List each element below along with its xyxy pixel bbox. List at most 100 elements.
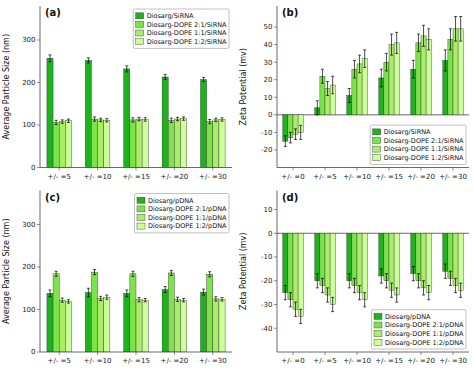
legend-swatch <box>136 30 144 36</box>
x-tick-label: +/- =20 <box>407 357 435 365</box>
y-tick-label: 40 <box>264 41 273 49</box>
y-axis-label: Average Particle Size (nm) <box>2 34 11 140</box>
error-bar <box>294 129 297 140</box>
error-bar <box>385 274 388 288</box>
x-tick <box>421 168 422 171</box>
error-bar <box>412 267 415 281</box>
error-bar <box>326 81 329 95</box>
x-tick <box>174 352 175 355</box>
error-bar <box>214 297 217 301</box>
x-tick <box>212 352 213 355</box>
error-bar <box>138 117 141 120</box>
error-bar <box>67 119 70 122</box>
bar <box>59 300 65 352</box>
legend-label: Diosarg-DOPE 1:1/pDNA <box>385 330 464 338</box>
error-bar <box>125 290 128 297</box>
error-bar <box>395 32 398 53</box>
error-bar <box>427 286 430 300</box>
panel: -40-30-20-10010+/- =0+/- =5+/- =10+/- =1… <box>239 191 469 366</box>
error-bar <box>138 298 141 302</box>
bar <box>162 77 168 168</box>
error-bar <box>214 118 217 121</box>
panel-title: (d) <box>282 192 298 203</box>
bar <box>124 293 130 352</box>
y-tick-label: 100 <box>22 306 35 314</box>
error-bar <box>48 290 51 297</box>
bar <box>426 39 431 114</box>
bar <box>421 36 426 115</box>
legend-label: Diosarg-DOPE 2:1/SiRNA <box>147 21 227 29</box>
x-tick-label: +/- =30 <box>199 357 227 365</box>
error-bar <box>422 25 425 46</box>
x-tick <box>389 352 390 355</box>
error-bar <box>294 302 297 316</box>
bar <box>315 233 320 281</box>
x-tick <box>136 168 137 171</box>
x-tick-label: +/- =15 <box>122 173 150 181</box>
error-bar <box>331 76 334 94</box>
error-bar <box>87 288 90 297</box>
legend: Diosarg/pDNADiosarg-DOPE 2:1/pDNADiosarg… <box>372 310 467 349</box>
error-bar <box>99 118 102 121</box>
y-axis-label: Zeta Potential (mv) <box>239 48 248 125</box>
error-bar <box>459 17 462 42</box>
y-tick <box>37 352 40 353</box>
bar <box>47 58 53 167</box>
error-bar <box>93 117 96 121</box>
error-bar <box>176 117 179 120</box>
y-tick <box>37 267 40 268</box>
y-tick-label: 10 <box>264 206 273 214</box>
y-tick <box>274 27 277 28</box>
x-tick-label: +/- =30 <box>439 357 467 365</box>
error-bar <box>380 269 383 283</box>
error-bar <box>427 29 430 50</box>
error-bar <box>105 119 108 122</box>
x-tick <box>136 352 137 355</box>
bar <box>283 233 288 292</box>
bar <box>174 119 180 167</box>
bar <box>416 43 421 115</box>
y-tick-label: -10 <box>261 129 272 137</box>
bar <box>130 120 136 168</box>
bar <box>325 233 330 295</box>
bar <box>53 274 59 352</box>
y-tick-label: 0 <box>268 230 272 238</box>
legend-item: Diosarg-DOPE 1:1/pDNA <box>137 214 227 222</box>
bar <box>65 301 71 352</box>
zero-line <box>277 233 469 234</box>
error-bar <box>221 118 224 121</box>
error-bar <box>202 77 205 81</box>
y-tick <box>37 82 40 83</box>
bar <box>201 80 207 168</box>
legend-swatch <box>137 215 145 221</box>
error-bar <box>289 293 292 307</box>
y-tick <box>274 328 277 329</box>
error-bar <box>299 309 302 323</box>
error-bar <box>170 118 173 122</box>
bar <box>394 233 399 295</box>
error-bar <box>353 60 356 78</box>
legend-item: Diosarg-DOPE 1:2/SiRNA <box>373 154 464 162</box>
y-tick-label: 0 <box>268 111 272 119</box>
legend-label: Diosarg/pDNA <box>385 313 431 321</box>
x-tick <box>97 168 98 171</box>
error-bar <box>67 300 70 303</box>
zero-line <box>277 114 469 115</box>
legend-swatch <box>136 13 144 19</box>
y-tick <box>37 125 40 126</box>
error-bar <box>125 66 128 72</box>
bar <box>98 120 104 168</box>
y-tick-label: 200 <box>22 79 35 87</box>
legend-label: Diosarg-DOPE 2:1/SiRNA <box>384 137 464 145</box>
y-tick-label: 30 <box>264 59 273 67</box>
bar <box>288 233 293 300</box>
error-bar <box>444 264 447 278</box>
legend-swatch <box>374 331 382 337</box>
error-bar <box>395 288 398 302</box>
bars <box>47 55 225 168</box>
error-bar <box>422 281 425 295</box>
x-tick-label: +/- =10 <box>84 173 112 181</box>
legend: Diosarg/pDNADiosarg-DOPE 2:1/pDNADiosarg… <box>135 194 230 233</box>
panel-title: (a) <box>45 7 61 18</box>
bar <box>47 293 53 352</box>
